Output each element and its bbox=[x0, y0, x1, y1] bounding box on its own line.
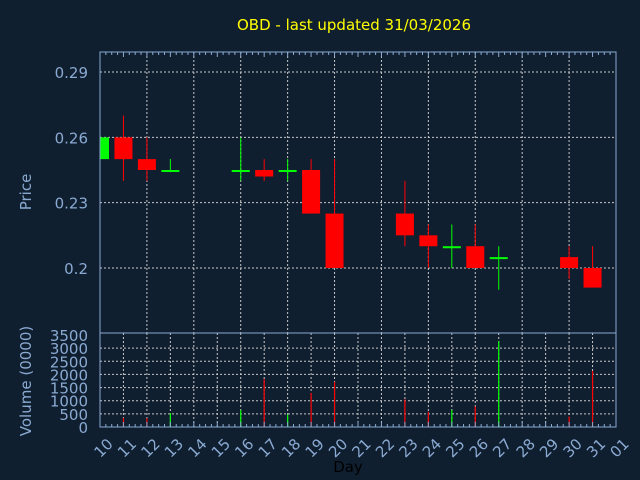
price-tick-label: 0.29 bbox=[55, 64, 88, 82]
volume-tick-label: 1500 bbox=[50, 380, 88, 398]
volume-tick-label: 500 bbox=[59, 406, 88, 424]
x-tick-label: 24 bbox=[419, 435, 445, 461]
volume-axis-label: Volume (0000) bbox=[17, 326, 35, 436]
x-tick-label: 01 bbox=[607, 435, 633, 461]
candle-body bbox=[442, 246, 461, 249]
x-tick-label: 18 bbox=[278, 435, 304, 461]
candle-body bbox=[137, 159, 156, 170]
candle-body bbox=[114, 137, 133, 160]
volume-tick-label: 3500 bbox=[50, 327, 88, 345]
x-tick-label: 17 bbox=[255, 435, 281, 461]
candle-body bbox=[560, 257, 579, 268]
price-tick-label: 0.26 bbox=[55, 129, 88, 147]
x-tick-label: 28 bbox=[513, 435, 539, 461]
x-tick-label: 12 bbox=[137, 435, 163, 461]
x-tick-label: 22 bbox=[372, 435, 398, 461]
volume-tick-label: 1000 bbox=[50, 393, 88, 411]
x-tick-label: 23 bbox=[395, 435, 421, 461]
x-tick-label: 26 bbox=[466, 435, 492, 461]
x-tick-label: 27 bbox=[489, 435, 515, 461]
price-axis-label: Price bbox=[17, 174, 35, 211]
candle-body bbox=[302, 170, 321, 214]
chart-title: OBD - last updated 31/03/2026 bbox=[237, 16, 471, 34]
price-tick-label: 0.2 bbox=[64, 260, 88, 278]
x-tick-label: 15 bbox=[208, 435, 234, 461]
x-tick-label: 30 bbox=[560, 435, 586, 461]
volume-plot-frame bbox=[99, 332, 617, 428]
x-tick-label: 31 bbox=[583, 435, 609, 461]
x-tick-label: 19 bbox=[302, 435, 328, 461]
x-tick-label: 29 bbox=[536, 435, 562, 461]
x-tick-label: 14 bbox=[184, 435, 210, 461]
candle-body bbox=[419, 235, 438, 247]
volume-tick-label: 2000 bbox=[50, 366, 88, 384]
volume-tick-label: 3000 bbox=[50, 340, 88, 358]
volume-tick-label: 0 bbox=[78, 419, 88, 437]
x-tick-label: 16 bbox=[231, 435, 257, 461]
candle-body bbox=[100, 137, 109, 160]
x-tick-label: 11 bbox=[114, 435, 140, 461]
candle-body bbox=[278, 170, 297, 172]
candle-body bbox=[161, 170, 180, 172]
candle-body bbox=[466, 246, 485, 268]
price-plot-frame bbox=[99, 51, 617, 334]
x-axis-label: Day bbox=[333, 458, 363, 476]
candle-body bbox=[231, 170, 250, 172]
candle-body bbox=[395, 213, 414, 236]
candle-body bbox=[255, 170, 274, 177]
x-tick-label: 25 bbox=[442, 435, 468, 461]
candle-body bbox=[583, 268, 602, 288]
candle-body bbox=[325, 213, 344, 268]
volume-tick-label: 2500 bbox=[50, 353, 88, 371]
x-tick-label: 10 bbox=[91, 435, 117, 461]
price-tick-label: 0.23 bbox=[55, 195, 88, 213]
candle-body bbox=[489, 257, 508, 260]
x-tick-label: 13 bbox=[161, 435, 187, 461]
